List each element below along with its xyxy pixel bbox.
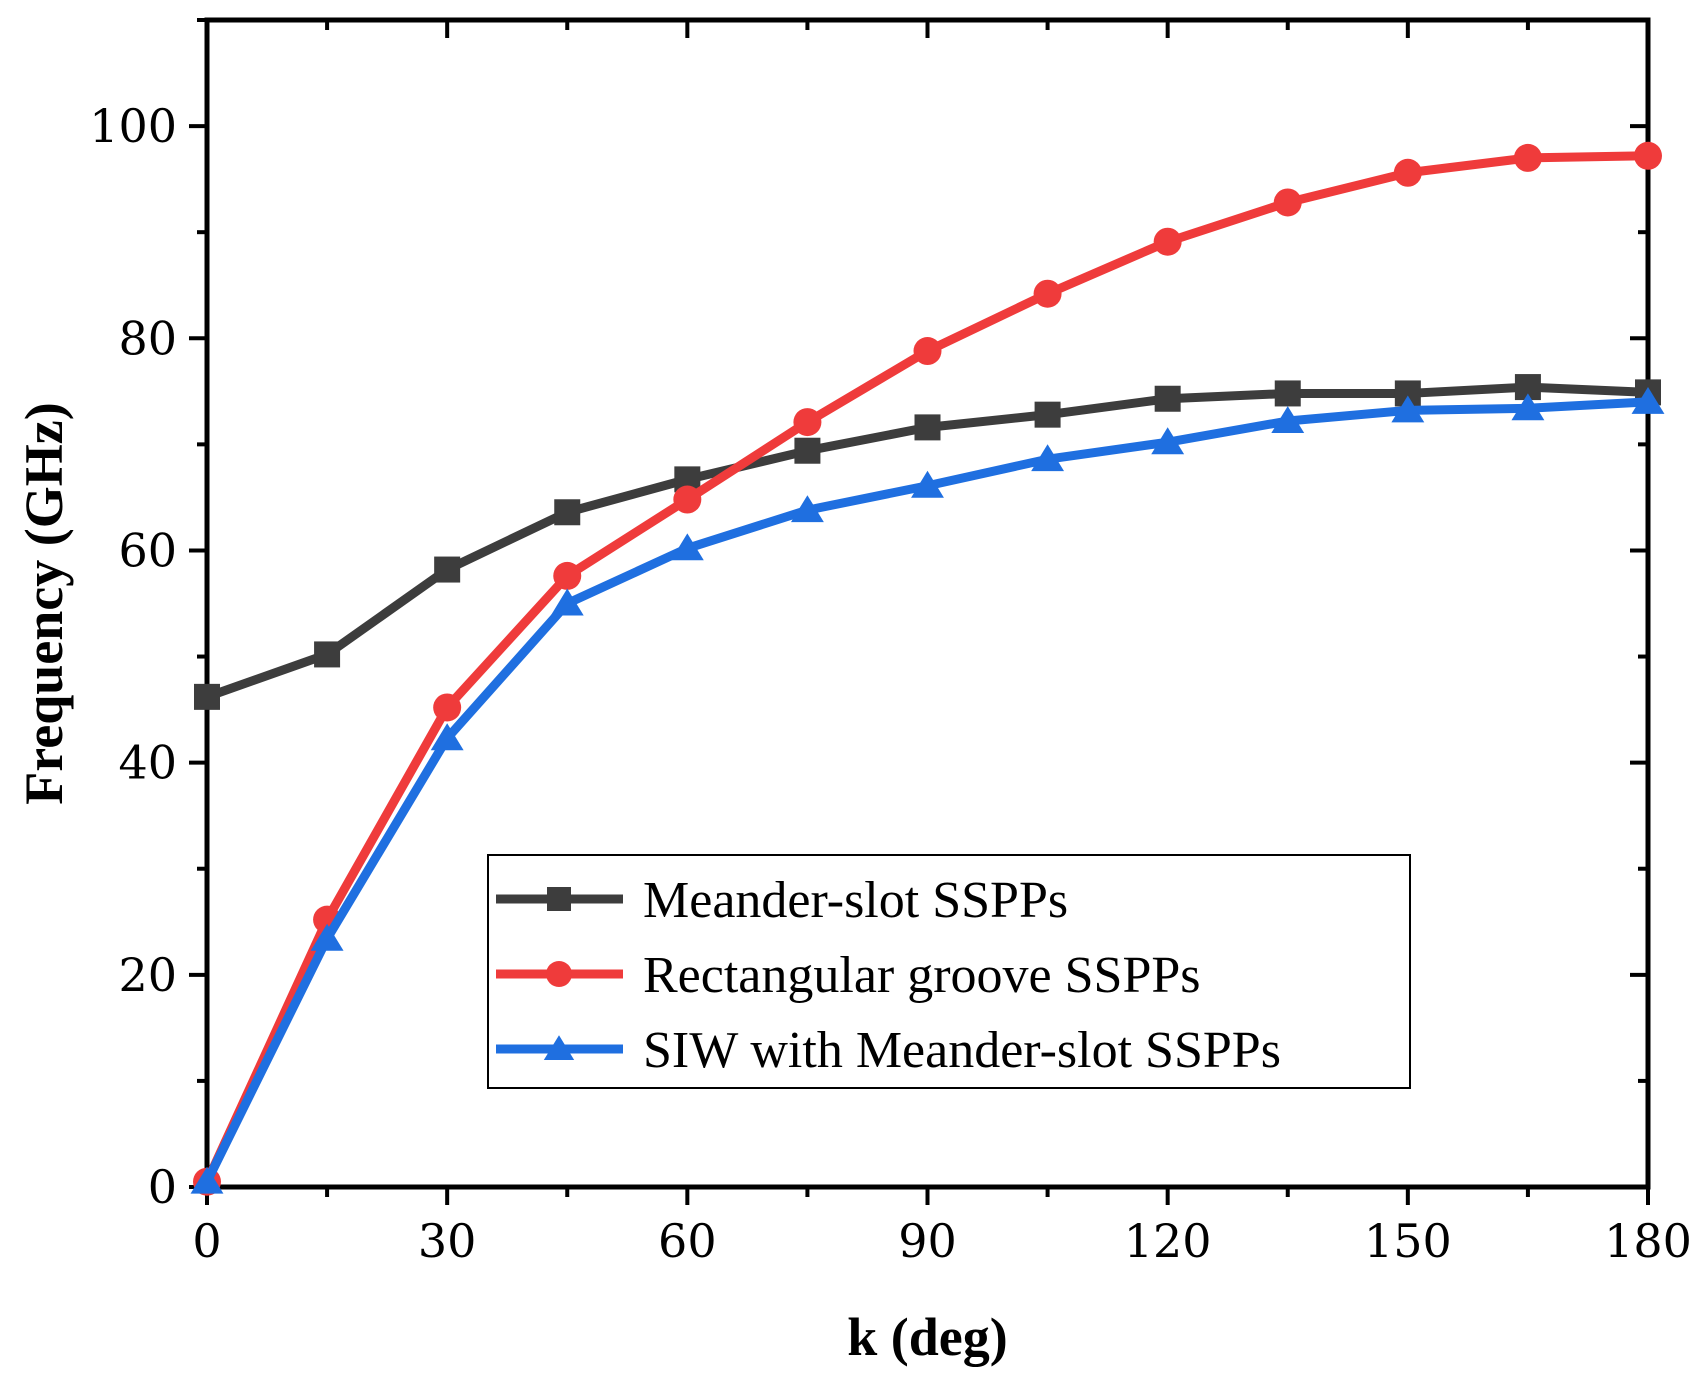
data-point [673, 485, 702, 514]
data-point [314, 641, 341, 668]
x-tick-label: 180 [1604, 1214, 1692, 1268]
data-point [310, 923, 344, 951]
y-axis-title: Frequency (GHz) [14, 402, 74, 804]
legend-swatch-marker [546, 961, 572, 987]
data-point [1153, 227, 1182, 256]
data-point [434, 556, 461, 583]
data-point [794, 437, 821, 464]
series-3 [190, 386, 1665, 1194]
data-point [190, 1166, 224, 1194]
data-point [433, 693, 462, 722]
y-tick-label: 40 [118, 736, 177, 790]
data-point [1393, 158, 1422, 187]
data-point [1273, 188, 1302, 217]
data-point [1511, 393, 1545, 421]
legend: Meander-slot SSPPs Rectangular groove SSP… [487, 854, 1411, 1089]
x-tick-label: 0 [192, 1214, 221, 1268]
legend-label: SIW with Meander-slot SSPPs [643, 1022, 1281, 1079]
y-tick-label: 0 [148, 1160, 177, 1214]
axes: 0 30 60 90 120 150 180 0 20 40 60 80 100 [89, 17, 1692, 1268]
data-point [1154, 385, 1181, 412]
data-point [1034, 401, 1061, 428]
data-point [1631, 386, 1665, 414]
y-tick-label: 80 [118, 311, 177, 365]
x-tick-label: 60 [658, 1214, 717, 1268]
data-point [793, 408, 822, 437]
series-1 [194, 374, 1661, 710]
legend-swatch-marker [547, 887, 571, 911]
data-point [1634, 141, 1662, 170]
data-point [554, 499, 581, 526]
data-point [913, 337, 942, 366]
legend-swatch-marker [543, 1035, 575, 1061]
data-point [194, 683, 220, 710]
x-tick-label: 150 [1364, 1214, 1452, 1268]
x-tick-label: 120 [1124, 1214, 1212, 1268]
data-point [670, 533, 704, 561]
y-tick-label: 100 [89, 99, 177, 153]
data-point [1033, 279, 1062, 308]
y-tick-label: 60 [118, 523, 177, 577]
data-point [1271, 406, 1305, 433]
data-point [1274, 380, 1301, 407]
x-tick-label: 90 [898, 1214, 957, 1268]
legend-label: Rectangular groove SSPPs [643, 947, 1201, 1004]
legend-label: Meander-slot SSPPs [643, 872, 1068, 929]
series-layer [190, 141, 1665, 1196]
x-tick-label: 30 [418, 1214, 477, 1268]
data-point [911, 470, 944, 498]
x-axis-title: k (deg) [847, 1307, 1008, 1367]
legend-box [487, 854, 1411, 1089]
data-point [553, 561, 582, 590]
y-tick-label: 20 [118, 948, 177, 1002]
data-point [430, 723, 464, 751]
data-point [1391, 395, 1425, 423]
data-point [914, 414, 941, 441]
data-point [550, 588, 584, 616]
data-point [1513, 143, 1542, 172]
data-point [1031, 444, 1065, 472]
data-point [790, 495, 824, 523]
data-point [1151, 427, 1185, 455]
